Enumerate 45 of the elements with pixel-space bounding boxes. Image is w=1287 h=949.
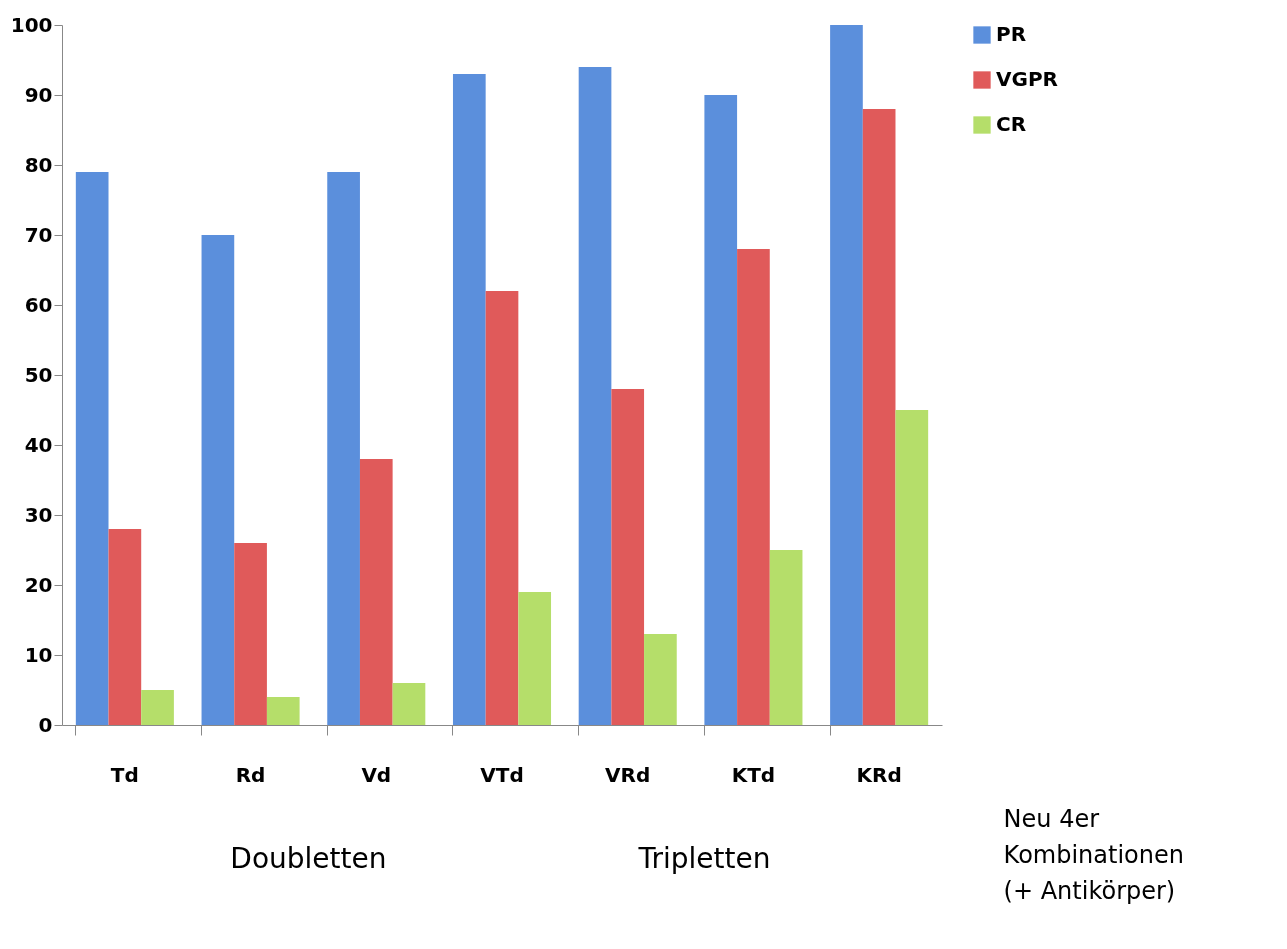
bar: [644, 634, 677, 725]
legend-label: CR: [996, 112, 1027, 136]
bar: [266, 697, 300, 725]
bar: [611, 389, 645, 725]
bar: [108, 529, 142, 725]
bar: [201, 235, 235, 725]
bar: [704, 95, 738, 725]
bar: [75, 172, 109, 725]
y-tick-label: 10: [24, 642, 53, 667]
x-tick-label: Rd: [235, 762, 266, 787]
bar: [234, 543, 267, 725]
y-tick-label: 100: [10, 12, 53, 37]
bar: [830, 25, 863, 725]
bar: [359, 459, 393, 725]
y-tick-label: 30: [24, 502, 53, 527]
x-tick-label: KRd: [856, 762, 902, 787]
bar: [769, 550, 803, 725]
bar: [452, 74, 486, 725]
y-tick-label: 40: [24, 432, 53, 457]
y-tick-label: 90: [24, 82, 53, 107]
bar: [578, 67, 612, 725]
y-tick-label: 20: [24, 572, 53, 597]
bar: [518, 592, 552, 725]
text: Tripletten: [637, 842, 771, 875]
bar: [141, 690, 174, 725]
y-tick-label: 70: [24, 222, 53, 247]
x-tick-label: KTd: [731, 762, 776, 787]
bar: [895, 410, 929, 725]
legend-label: PR: [996, 22, 1027, 46]
bar: [485, 291, 519, 725]
x-tick-label: VTd: [480, 762, 524, 787]
y-tick-label: 0: [38, 712, 53, 737]
y-tick-label: 60: [24, 292, 53, 317]
legend-label: VGPR: [996, 67, 1058, 91]
bar: [737, 249, 770, 725]
y-tick-label: 50: [24, 362, 53, 387]
x-tick-label: Td: [110, 762, 139, 787]
text: Neu 4er Kombinationen (+ Antikörper): [1003, 805, 1184, 905]
bar: [327, 172, 360, 725]
x-tick-label: VRd: [605, 762, 651, 787]
text: Doubletten: [230, 842, 387, 875]
y-tick-label: 80: [24, 152, 53, 177]
x-tick-label: Vd: [361, 762, 392, 787]
bar: [392, 683, 426, 725]
bar: [862, 109, 896, 725]
